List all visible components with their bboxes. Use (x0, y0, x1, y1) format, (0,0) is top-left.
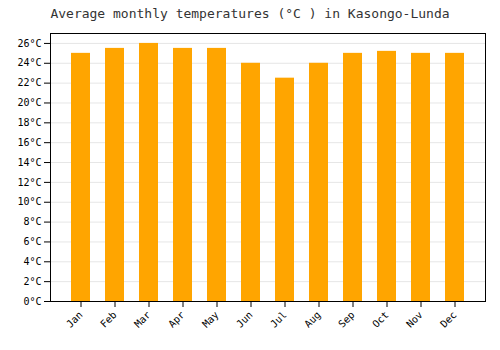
svg-text:6°C: 6°C (23, 236, 41, 247)
svg-text:26°C: 26°C (17, 38, 41, 49)
svg-text:18°C: 18°C (17, 117, 41, 128)
svg-text:16°C: 16°C (17, 137, 41, 148)
svg-text:22°C: 22°C (17, 77, 41, 88)
svg-text:Sep: Sep (336, 309, 357, 330)
svg-text:Jan: Jan (64, 309, 85, 330)
svg-text:Jun: Jun (234, 309, 255, 330)
svg-text:2°C: 2°C (23, 276, 41, 287)
svg-text:14°C: 14°C (17, 157, 41, 168)
svg-text:0°C: 0°C (23, 296, 41, 307)
svg-text:Aug: Aug (302, 309, 323, 330)
html-text:Average monthly temperatures (: Average monthly temperatures (°C ) in Ka… (50, 6, 450, 21)
svg-text:20°C: 20°C (17, 97, 41, 108)
svg-text:Apr: Apr (166, 309, 187, 330)
svg-text:Feb: Feb (98, 309, 119, 330)
svg-text:8°C: 8°C (23, 216, 41, 227)
svg-text:Dec: Dec (438, 309, 459, 330)
svg-text:12°C: 12°C (17, 177, 41, 188)
svg-text:Nov: Nov (404, 309, 425, 330)
svg-text:4°C: 4°C (23, 256, 41, 267)
svg-text:Jul: Jul (268, 309, 289, 330)
svg-text:24°C: 24°C (17, 57, 41, 68)
svg-text:10°C: 10°C (17, 196, 41, 207)
svg-text:Mar: Mar (132, 309, 153, 330)
svg-text:Oct: Oct (370, 309, 391, 330)
svg-text:May: May (200, 309, 221, 330)
